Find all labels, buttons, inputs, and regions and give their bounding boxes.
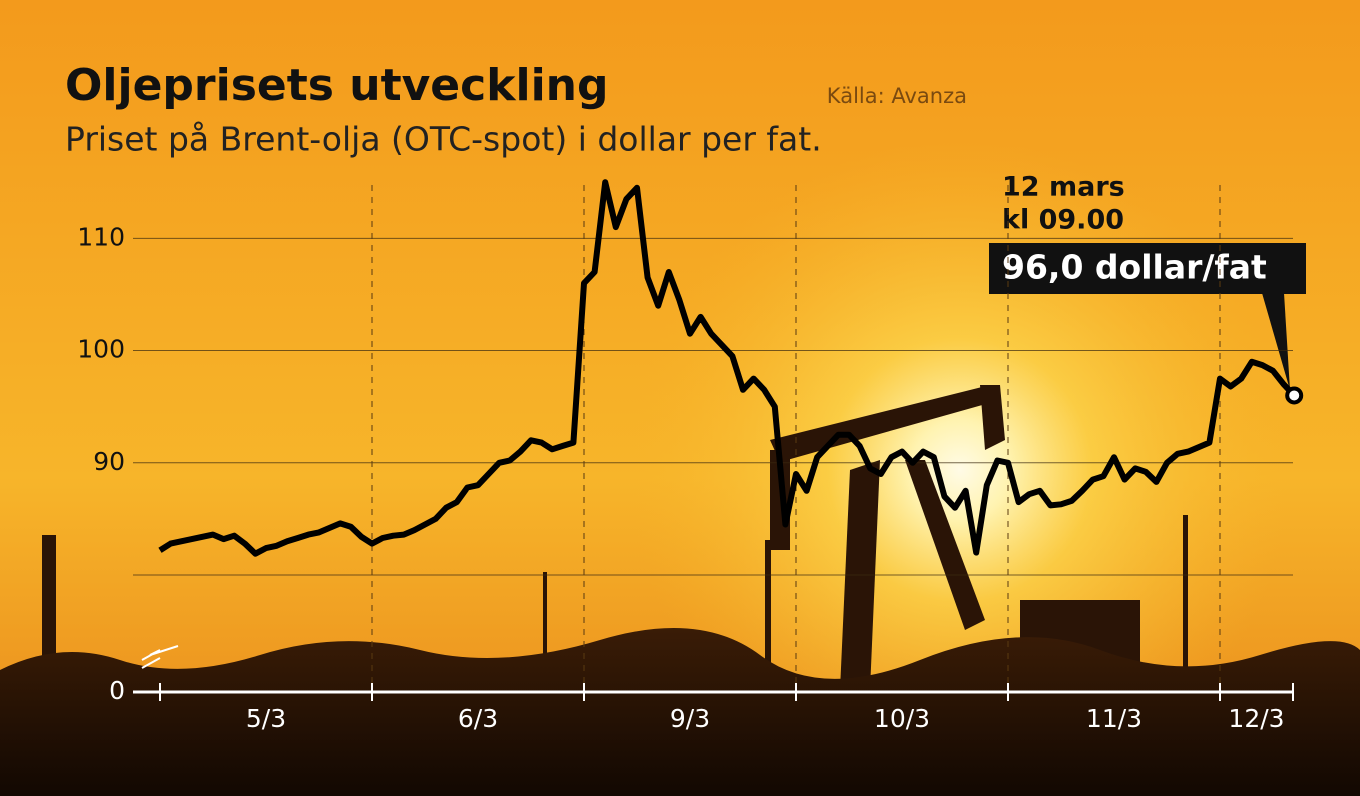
annotation-box: [989, 243, 1306, 294]
y-tick-label: 110: [77, 222, 125, 251]
x-tick-label: 12/3: [1228, 704, 1284, 733]
source: Källa: Avanza: [827, 84, 967, 108]
chart-title: Oljeprisets utveckling: [65, 60, 608, 111]
x-tick-label: 11/3: [1086, 704, 1142, 733]
x-tick-label: 9/3: [670, 704, 710, 733]
y-tick-label: 90: [93, 447, 125, 476]
axis-break: [141, 645, 179, 669]
x-tick-label: 10/3: [874, 704, 930, 733]
annotation-label: 96,0 dollar/fat: [1002, 248, 1267, 287]
pumpjack: [42, 385, 1188, 690]
chart-subtitle: Priset på Brent-olja (OTC-spot) i dollar…: [65, 120, 822, 159]
annotation-pointer: [1262, 293, 1290, 390]
annotation-time: kl 09.00: [1002, 205, 1124, 236]
price-line: [158, 179, 1297, 557]
y-tick-label: 100: [77, 335, 125, 364]
ground: [0, 628, 1360, 796]
x-tick-label: 5/3: [246, 704, 286, 733]
annotation-date: 12 mars: [1002, 172, 1125, 203]
y-tick-label: 0: [109, 676, 125, 705]
end-point: [1285, 386, 1304, 405]
x-tick-label: 6/3: [458, 704, 498, 733]
plot: 90 100 110 0 5/3 6/3 9/3 10/3 11/3 12/3: [77, 179, 1304, 733]
